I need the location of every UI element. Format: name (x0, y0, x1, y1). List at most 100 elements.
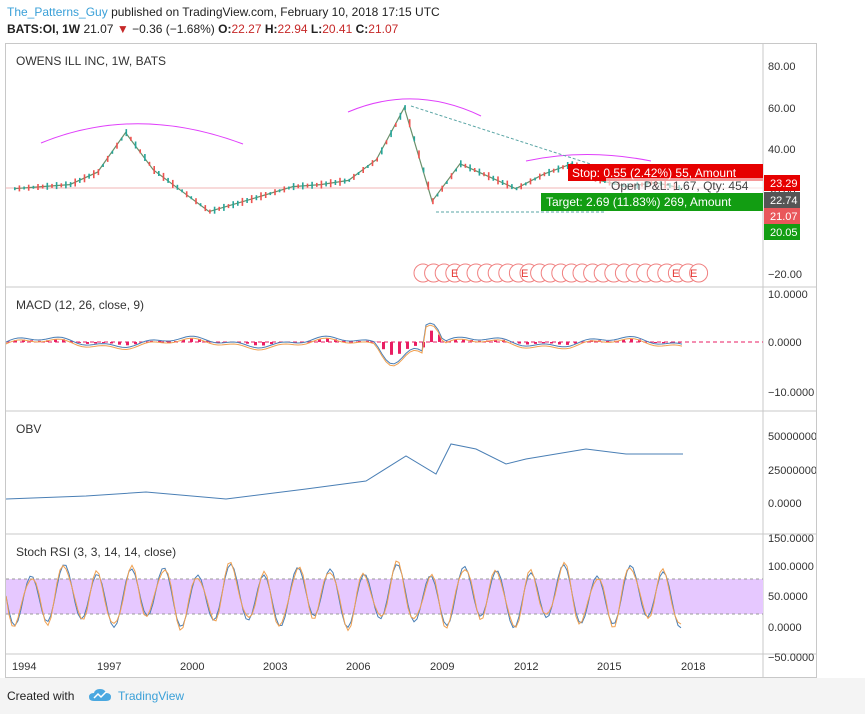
price-candle (41, 184, 44, 189)
price-candle (552, 168, 555, 173)
macd-histogram-bar (14, 340, 17, 342)
macd-histogram-bar (54, 339, 57, 342)
price-candle (487, 172, 490, 181)
price-candle (46, 182, 49, 190)
price-candle (51, 183, 53, 188)
stoch-rsi-d-line (5, 560, 682, 632)
price-candle (566, 162, 569, 169)
macd-histogram-bar (158, 340, 161, 343)
macd-histogram-bar (198, 338, 201, 342)
time-tick-label: 2000 (180, 661, 204, 673)
low-label: L: (310, 22, 323, 36)
stop-box[interactable] (568, 164, 763, 181)
price-candle (525, 182, 527, 186)
price-candle (422, 167, 425, 173)
time-axis[interactable]: 1994 1997 2000 2003 2006 2009 2012 2015 2018 (12, 661, 705, 673)
macd-pane[interactable]: MACD (12, 26, close, 9) 10.0000 0.0000 −10… (5, 289, 814, 399)
price-candle (255, 195, 258, 201)
stoch-rsi-pane-title: Stoch RSI (3, 3, 14, 14, close) (16, 545, 176, 559)
earnings-marker-label: E (521, 268, 528, 280)
macd-axis[interactable]: 10.0000 0.0000 −10.0000 (768, 289, 814, 399)
earnings-marker[interactable] (689, 263, 709, 283)
stoch-rsi-pane[interactable]: Stoch RSI (3, 3, 14, 14, close) 150.0000… (5, 533, 814, 664)
pattern-arc-left[interactable] (40, 123, 244, 145)
macd-histogram-bar (246, 342, 249, 344)
price-candle (74, 178, 76, 187)
target-box[interactable] (541, 193, 763, 211)
price-candle (69, 182, 72, 188)
pattern-arc-right[interactable] (525, 154, 652, 162)
price-pane[interactable]: OWENS ILL INC, 1W, BATS 80.00 60.00 40.00 2… (6, 54, 802, 283)
time-tick-label: 2015 (597, 661, 621, 673)
macd-histogram-bar (326, 338, 329, 342)
macd-histogram-bar (518, 342, 521, 344)
price-candle (385, 140, 388, 145)
price-candle (199, 203, 202, 207)
price-candle (134, 141, 137, 149)
price-candle (181, 189, 183, 193)
price-candle (418, 150, 420, 159)
macd-histogram-bar (398, 342, 401, 354)
price-candle (543, 172, 546, 177)
created-with-text: Created with (7, 689, 75, 703)
price-candle (246, 198, 248, 203)
macd-histogram-bar (566, 342, 569, 345)
close-label: C: (355, 22, 369, 36)
price-candle (237, 200, 239, 206)
macd-histogram-bar (662, 342, 665, 344)
price-candle (250, 195, 253, 204)
macd-histogram-bar (622, 339, 625, 342)
ohlc-line: BATS:OI, 1W 21.07 ▼ −0.36 (−1.68%) O:22.… (7, 22, 398, 36)
price-candle (111, 150, 114, 154)
macd-histogram-bar (654, 342, 657, 343)
chart-canvas[interactable]: OWENS ILL INC, 1W, BATS 80.00 60.00 40.00 2… (5, 44, 851, 677)
price-candle (88, 173, 90, 179)
price-candle (501, 180, 504, 185)
price-candle (264, 192, 267, 198)
stoch-rsi-axis[interactable]: 150.0000 100.0000 50.0000 0.0000 −50.0000 (768, 533, 814, 664)
earnings-marker-label: E (451, 268, 458, 280)
price-candle (469, 164, 471, 172)
macd-histogram-bar (102, 342, 105, 343)
open-pl-box[interactable] (606, 178, 763, 193)
price-candle (413, 136, 416, 142)
tradingview-link[interactable]: TradingView (118, 689, 185, 703)
trendline-upper[interactable] (410, 105, 607, 170)
open-label: O: (218, 22, 232, 36)
price-candle (213, 206, 216, 214)
obv-tick-label: 500000000.0000 (768, 431, 816, 443)
price-candle (376, 157, 378, 162)
macd-histogram-bar (670, 342, 673, 343)
tradingview-cloud-icon[interactable] (88, 687, 112, 703)
macd-histogram-bar (134, 342, 137, 345)
author-link[interactable]: The_Patterns_Guy (7, 5, 108, 19)
macd-histogram-bar (382, 342, 385, 350)
price-candle (27, 184, 30, 191)
earnings-marker-label: E (690, 268, 697, 280)
macd-histogram-bar (526, 342, 529, 345)
price-candle (274, 189, 276, 196)
price-change: −0.36 (−1.68%) (132, 22, 215, 36)
macd-histogram-bar (318, 339, 321, 343)
price-candle (348, 178, 351, 182)
price-tick-label: 40.00 (768, 144, 796, 156)
high-value: 22.94 (277, 22, 308, 36)
price-candle (269, 192, 272, 196)
price-candle (292, 183, 295, 191)
earnings-marker-label: E (672, 268, 679, 280)
price-candle (172, 179, 174, 188)
price-label-entry (764, 192, 800, 208)
price-candle (97, 169, 100, 176)
price-candle (227, 204, 230, 209)
pattern-arc-head[interactable] (347, 98, 482, 117)
low-value: 20.41 (322, 22, 353, 36)
price-candle (408, 119, 411, 128)
price-tick-label: −20.00 (768, 269, 802, 281)
price-candle (520, 183, 522, 190)
obv-series (5, 443, 683, 500)
macd-histogram-bar (454, 339, 457, 342)
